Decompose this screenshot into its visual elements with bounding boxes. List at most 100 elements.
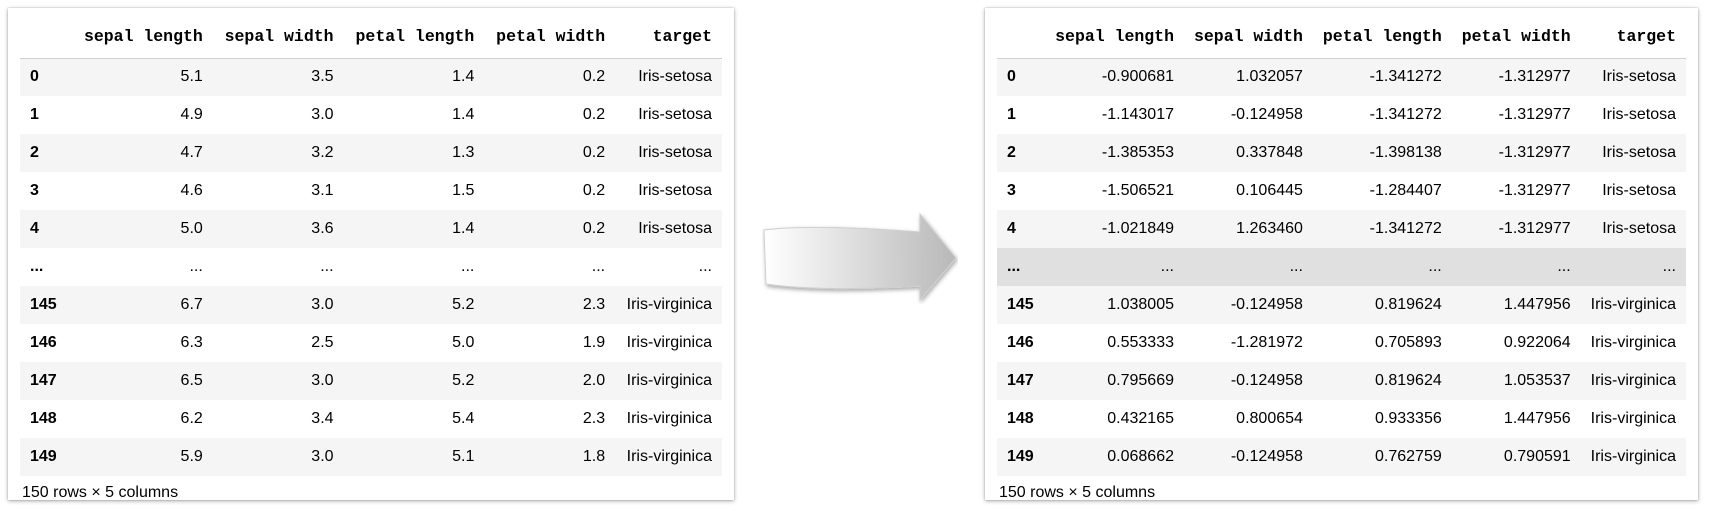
table-row: 3 -1.506521 0.106445 -1.284407 -1.312977… xyxy=(997,172,1686,210)
table-cell: ... xyxy=(1289,258,1303,275)
table-cell: Iris-setosa xyxy=(1602,68,1676,86)
table-cell: 5.4 xyxy=(452,410,475,427)
table-row: 149 5.9 3.0 5.1 1.8 Iris-virginica xyxy=(20,438,722,476)
row-index: ... xyxy=(1007,258,1021,275)
row-index: ... xyxy=(30,258,44,275)
row-index: 3 xyxy=(30,182,39,199)
table-cell: 5.0 xyxy=(180,220,203,237)
table-cell: 5.0 xyxy=(452,334,475,351)
table-cell: Iris-virginica xyxy=(1590,334,1676,351)
table-cell: Iris-setosa xyxy=(1602,144,1676,161)
table-cell: 0.432165 xyxy=(1107,410,1174,427)
column-header: sepal width xyxy=(1183,16,1313,59)
table-row: 3 4.6 3.1 1.5 0.2 Iris-setosa xyxy=(20,172,722,210)
right-arrow-icon xyxy=(763,212,957,302)
table-cell: 5.2 xyxy=(452,372,475,389)
original-dataframe-panel: sepal length sepal width petal length pe… xyxy=(8,8,734,501)
index-header xyxy=(997,16,1046,59)
table-cell: ... xyxy=(1557,258,1571,275)
table-cell: 0.2 xyxy=(582,106,606,123)
table-cell: -1.312977 xyxy=(1498,144,1571,161)
table-row: 4 -1.021849 1.263460 -1.341272 -1.312977… xyxy=(997,210,1686,248)
table-cell: 1.4 xyxy=(452,68,475,86)
row-index: 145 xyxy=(1007,296,1034,313)
table-cell: -1.341272 xyxy=(1369,220,1442,237)
table-cell: 0.800654 xyxy=(1236,410,1303,427)
table-cell: 3.6 xyxy=(311,220,334,237)
table-row: 146 0.553333 -1.281972 0.705893 0.922064… xyxy=(997,324,1686,362)
table-cell: -1.312977 xyxy=(1498,182,1571,199)
table-cell: Iris-virginica xyxy=(626,448,712,465)
table-cell: 6.7 xyxy=(180,296,203,313)
row-index: 0 xyxy=(1007,68,1016,86)
table-cell: ... xyxy=(189,258,203,275)
row-index: 2 xyxy=(1007,144,1016,161)
table-cell: -0.124958 xyxy=(1230,448,1303,465)
table-header: sepal length sepal width petal length pe… xyxy=(997,16,1686,59)
table-cell: 3.4 xyxy=(311,410,334,427)
table-cell: 1.263460 xyxy=(1236,220,1303,237)
table-cell: -1.341272 xyxy=(1369,106,1442,123)
table-cell: 5.9 xyxy=(180,448,203,465)
standardized-dataframe-table: sepal length sepal width petal length pe… xyxy=(997,16,1686,476)
table-cell: 6.5 xyxy=(180,372,203,389)
table-row: 145 6.7 3.0 5.2 2.3 Iris-virginica xyxy=(20,286,722,324)
table-cell: 0.553333 xyxy=(1107,334,1174,351)
table-cell: 0.933356 xyxy=(1375,410,1442,427)
table-cell: 0.2 xyxy=(582,68,606,86)
row-index: 148 xyxy=(1007,410,1034,427)
table-cell: 0.762759 xyxy=(1375,448,1442,465)
row-index: 149 xyxy=(1007,448,1034,465)
table-cell: 3.2 xyxy=(311,144,334,161)
table-cell: -1.312977 xyxy=(1498,68,1571,86)
table-cell: Iris-virginica xyxy=(1590,410,1676,427)
table-cell: 3.1 xyxy=(311,182,334,199)
table-header: sepal length sepal width petal length pe… xyxy=(20,16,722,59)
column-header: petal width xyxy=(1451,16,1581,59)
standardized-dataframe-panel: sepal length sepal width petal length pe… xyxy=(985,8,1698,501)
table-row: 0 -0.900681 1.032057 -1.341272 -1.312977… xyxy=(997,58,1686,96)
table-row: 146 6.3 2.5 5.0 1.9 Iris-virginica xyxy=(20,324,722,362)
table-cell: Iris-virginica xyxy=(1590,296,1676,313)
table-cell: 1.9 xyxy=(582,334,606,351)
row-index: 148 xyxy=(30,410,57,427)
table-cell: 1.4 xyxy=(452,220,475,237)
row-index: 4 xyxy=(30,220,39,237)
table-cell: 0.068662 xyxy=(1107,448,1174,465)
table-cell: ... xyxy=(591,258,606,275)
table-cell: 0.106445 xyxy=(1236,182,1303,199)
table-cell: Iris-setosa xyxy=(638,144,712,161)
column-header: sepal width xyxy=(212,16,344,59)
row-index: 0 xyxy=(30,68,39,86)
table-cell: 1.4 xyxy=(452,106,475,123)
table-cell: Iris-setosa xyxy=(638,68,712,86)
table-cell: 0.922064 xyxy=(1503,334,1571,351)
row-index: 147 xyxy=(1007,372,1034,389)
table-cell: 0.337848 xyxy=(1236,144,1303,161)
table-cell: 1.3 xyxy=(452,144,475,161)
table-cell: 5.2 xyxy=(452,296,475,313)
column-header: target xyxy=(1580,16,1686,59)
column-header: petal width xyxy=(484,16,616,59)
table-cell: -1.312977 xyxy=(1498,220,1571,237)
table-cell: 5.1 xyxy=(452,448,475,465)
table-cell: -1.341272 xyxy=(1369,68,1442,86)
table-cell: Iris-virginica xyxy=(1590,448,1676,465)
table-cell: 1.5 xyxy=(452,182,475,199)
table-cell: Iris-setosa xyxy=(638,182,712,199)
table-cell: Iris-setosa xyxy=(1602,220,1676,237)
table-cell: Iris-setosa xyxy=(1602,106,1676,123)
row-index: 145 xyxy=(30,296,57,313)
table-cell: 2.3 xyxy=(582,410,606,427)
original-dataframe-table: sepal length sepal width petal length pe… xyxy=(20,16,722,476)
table-cell: Iris-virginica xyxy=(626,296,712,313)
row-index: 1 xyxy=(1007,106,1016,123)
table-row: 0 5.1 3.5 1.4 0.2 Iris-setosa xyxy=(20,58,722,96)
table-cell: 3.0 xyxy=(311,448,334,465)
table-row: 4 5.0 3.6 1.4 0.2 Iris-setosa xyxy=(20,210,722,248)
table-cell: -1.506521 xyxy=(1101,182,1174,199)
row-index: 147 xyxy=(30,372,57,389)
column-header: petal length xyxy=(1312,16,1452,59)
table-cell: 0.2 xyxy=(582,144,606,161)
